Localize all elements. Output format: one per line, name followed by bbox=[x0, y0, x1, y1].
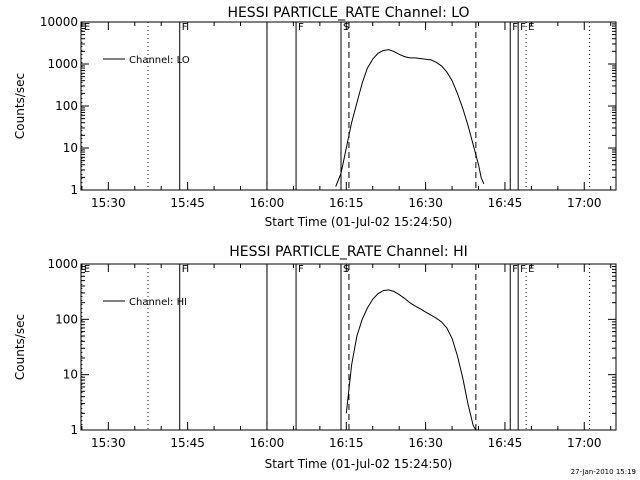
chart-title: HESSI PARTICLE_RATE Channel: HI bbox=[229, 244, 467, 260]
chart-panel-2: HESSI PARTICLE_RATE Channel: HIEFFSFFE11… bbox=[13, 244, 617, 471]
legend-label: Channel: LO bbox=[129, 55, 190, 66]
event-marker-label: F bbox=[512, 264, 518, 275]
x-tick-label: 16:15 bbox=[329, 436, 364, 450]
x-tick-label: 15:30 bbox=[91, 196, 126, 210]
y-tick-label: 1 bbox=[70, 423, 78, 437]
footer-timestamp: 27-Jan-2010 15:19 bbox=[571, 468, 636, 476]
x-tick-label: 16:00 bbox=[250, 196, 285, 210]
event-marker-label: F bbox=[520, 22, 526, 33]
x-tick-label: 15:45 bbox=[170, 436, 205, 450]
event-marker-label: E bbox=[84, 264, 90, 275]
y-tick-label: 1 bbox=[70, 183, 78, 197]
series-line bbox=[335, 49, 485, 187]
chart-panel-1: HESSI PARTICLE_RATE Channel: LOEFFSFFE11… bbox=[13, 5, 617, 229]
x-tick-label: 16:45 bbox=[488, 196, 523, 210]
event-marker-label: F bbox=[298, 264, 304, 275]
legend-label: Channel: HI bbox=[129, 297, 187, 308]
event-marker-label: F bbox=[512, 22, 518, 33]
event-marker-label: E bbox=[84, 22, 90, 33]
event-marker-label: E bbox=[528, 264, 534, 275]
x-tick-label: 17:00 bbox=[567, 196, 602, 210]
x-tick-label: 16:15 bbox=[329, 196, 364, 210]
x-tick-label: 15:30 bbox=[91, 436, 126, 450]
y-tick-label: 10 bbox=[63, 141, 78, 155]
x-tick-label: 16:30 bbox=[408, 196, 443, 210]
y-tick-label: 10 bbox=[63, 368, 78, 382]
y-tick-label: 100 bbox=[55, 99, 78, 113]
x-tick-label: 16:45 bbox=[488, 436, 523, 450]
event-marker-label: F bbox=[298, 22, 304, 33]
event-marker-label: F bbox=[182, 22, 188, 33]
event-marker-label: F bbox=[182, 264, 188, 275]
x-tick-label: 17:00 bbox=[567, 436, 602, 450]
y-axis-label: Counts/sec bbox=[13, 314, 27, 380]
y-tick-label: 1000 bbox=[47, 257, 78, 271]
event-marker-label: F bbox=[520, 264, 526, 275]
y-tick-label: 1000 bbox=[47, 57, 78, 71]
series-line bbox=[345, 289, 477, 431]
y-axis-label: Counts/sec bbox=[13, 73, 27, 139]
y-tick-label: 10000 bbox=[40, 15, 78, 29]
x-axis-label: Start Time (01-Jul-02 15:24:50) bbox=[265, 215, 453, 229]
chart-title: HESSI PARTICLE_RATE Channel: LO bbox=[227, 5, 469, 21]
y-tick-label: 100 bbox=[55, 312, 78, 326]
x-axis-label: Start Time (01-Jul-02 15:24:50) bbox=[265, 457, 453, 471]
x-tick-label: 16:00 bbox=[250, 436, 285, 450]
event-marker-label: E bbox=[528, 22, 534, 33]
x-tick-label: 16:30 bbox=[408, 436, 443, 450]
x-tick-label: 15:45 bbox=[170, 196, 205, 210]
